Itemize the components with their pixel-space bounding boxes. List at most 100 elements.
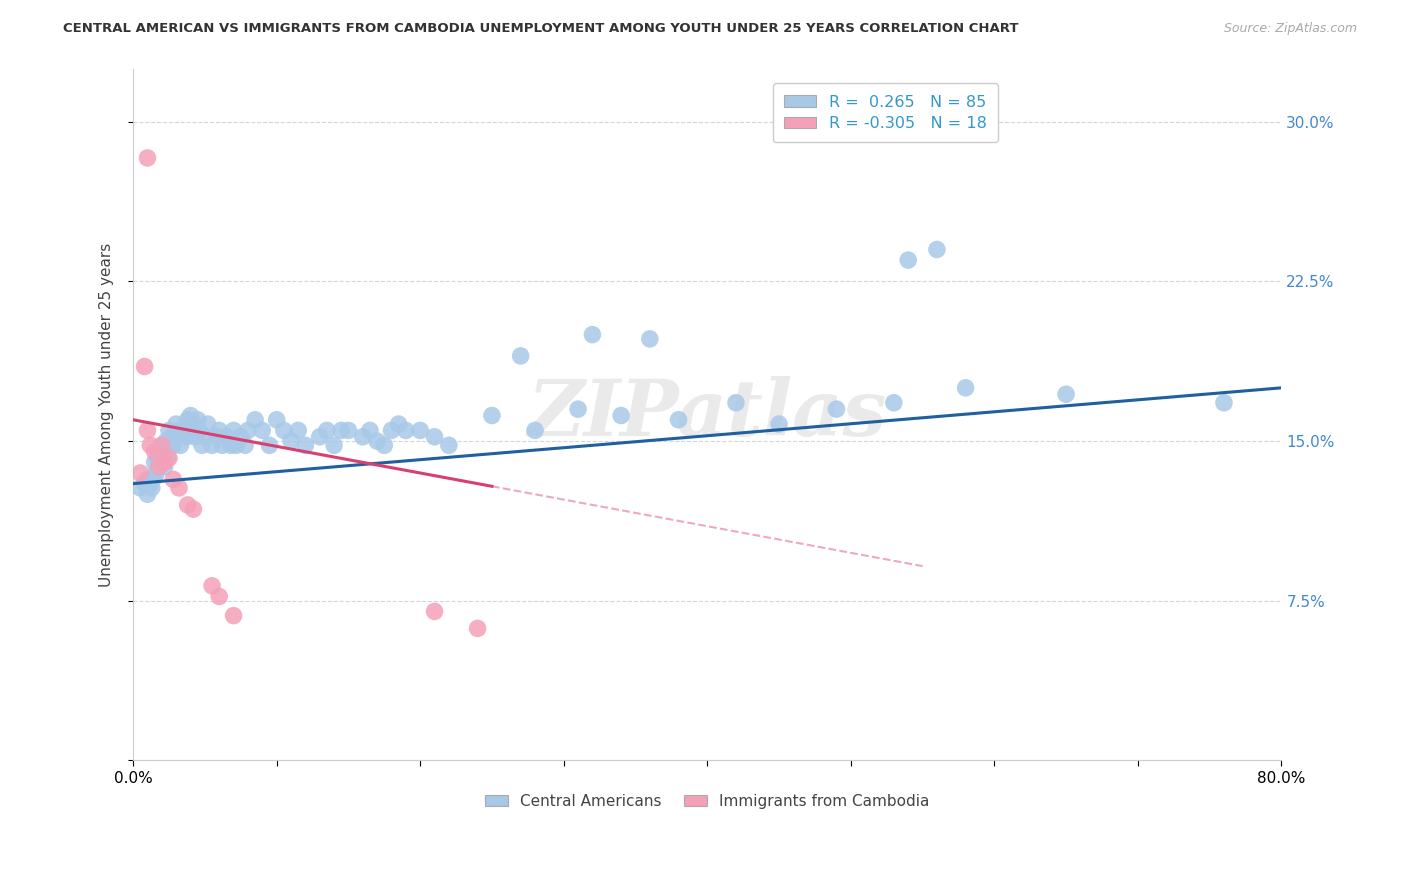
Point — [153, 444, 176, 458]
Point — [208, 424, 231, 438]
Point — [201, 579, 224, 593]
Point — [222, 424, 245, 438]
Point — [373, 438, 395, 452]
Point — [233, 438, 256, 452]
Point — [152, 449, 174, 463]
Point — [724, 396, 747, 410]
Point — [136, 424, 159, 438]
Point — [409, 424, 432, 438]
Point — [197, 417, 219, 431]
Point — [243, 413, 266, 427]
Point — [668, 413, 690, 427]
Point — [366, 434, 388, 448]
Point — [423, 430, 446, 444]
Point — [172, 424, 194, 438]
Point — [136, 472, 159, 486]
Point — [188, 424, 211, 438]
Point — [143, 455, 166, 469]
Point — [287, 424, 309, 438]
Point — [211, 438, 233, 452]
Point — [1213, 396, 1236, 410]
Point — [174, 430, 197, 444]
Point — [139, 438, 162, 452]
Point — [280, 434, 302, 448]
Point — [187, 413, 209, 427]
Point — [509, 349, 531, 363]
Point — [273, 424, 295, 438]
Point — [194, 430, 217, 444]
Point — [294, 438, 316, 452]
Point — [169, 438, 191, 452]
Point — [208, 590, 231, 604]
Point — [157, 438, 180, 452]
Point — [150, 455, 173, 469]
Point — [380, 424, 402, 438]
Text: CENTRAL AMERICAN VS IMMIGRANTS FROM CAMBODIA UNEMPLOYMENT AMONG YOUTH UNDER 25 Y: CENTRAL AMERICAN VS IMMIGRANTS FROM CAMB… — [63, 22, 1019, 36]
Point — [236, 424, 259, 438]
Point — [165, 430, 187, 444]
Point — [225, 438, 247, 452]
Point — [437, 438, 460, 452]
Point — [183, 417, 205, 431]
Point — [252, 424, 274, 438]
Point — [581, 327, 603, 342]
Text: ZIPatlas: ZIPatlas — [527, 376, 887, 453]
Point — [139, 476, 162, 491]
Point — [153, 455, 176, 469]
Point — [467, 621, 489, 635]
Point — [423, 604, 446, 618]
Point — [176, 498, 198, 512]
Point — [150, 438, 173, 452]
Point — [330, 424, 353, 438]
Point — [167, 424, 190, 438]
Point — [136, 487, 159, 501]
Point — [176, 413, 198, 427]
Point — [184, 430, 207, 444]
Point — [883, 396, 905, 410]
Point — [157, 424, 180, 438]
Point — [146, 451, 169, 466]
Point — [215, 430, 238, 444]
Point — [183, 502, 205, 516]
Point — [205, 430, 228, 444]
Point — [191, 438, 214, 452]
Point — [148, 459, 170, 474]
Point — [395, 424, 418, 438]
Point — [143, 470, 166, 484]
Point — [219, 438, 242, 452]
Point — [638, 332, 661, 346]
Point — [1054, 387, 1077, 401]
Point — [155, 434, 177, 448]
Point — [925, 243, 948, 257]
Point — [148, 444, 170, 458]
Point — [180, 409, 202, 423]
Point — [143, 444, 166, 458]
Point — [150, 438, 173, 452]
Point — [897, 253, 920, 268]
Point — [524, 424, 547, 438]
Point — [153, 459, 176, 474]
Y-axis label: Unemployment Among Youth under 25 years: Unemployment Among Youth under 25 years — [100, 243, 114, 587]
Point — [157, 451, 180, 466]
Legend: Central Americans, Immigrants from Cambodia: Central Americans, Immigrants from Cambo… — [478, 788, 936, 815]
Point — [259, 438, 281, 452]
Point — [129, 481, 152, 495]
Point — [388, 417, 411, 431]
Point — [315, 424, 337, 438]
Point — [359, 424, 381, 438]
Point — [134, 359, 156, 374]
Point — [165, 417, 187, 431]
Point — [167, 481, 190, 495]
Point — [162, 438, 184, 452]
Point — [136, 151, 159, 165]
Point — [160, 430, 183, 444]
Point — [768, 417, 790, 431]
Point — [481, 409, 503, 423]
Point — [134, 476, 156, 491]
Point — [610, 409, 633, 423]
Point — [201, 438, 224, 452]
Text: Source: ZipAtlas.com: Source: ZipAtlas.com — [1223, 22, 1357, 36]
Point — [222, 608, 245, 623]
Point — [308, 430, 330, 444]
Point — [567, 402, 589, 417]
